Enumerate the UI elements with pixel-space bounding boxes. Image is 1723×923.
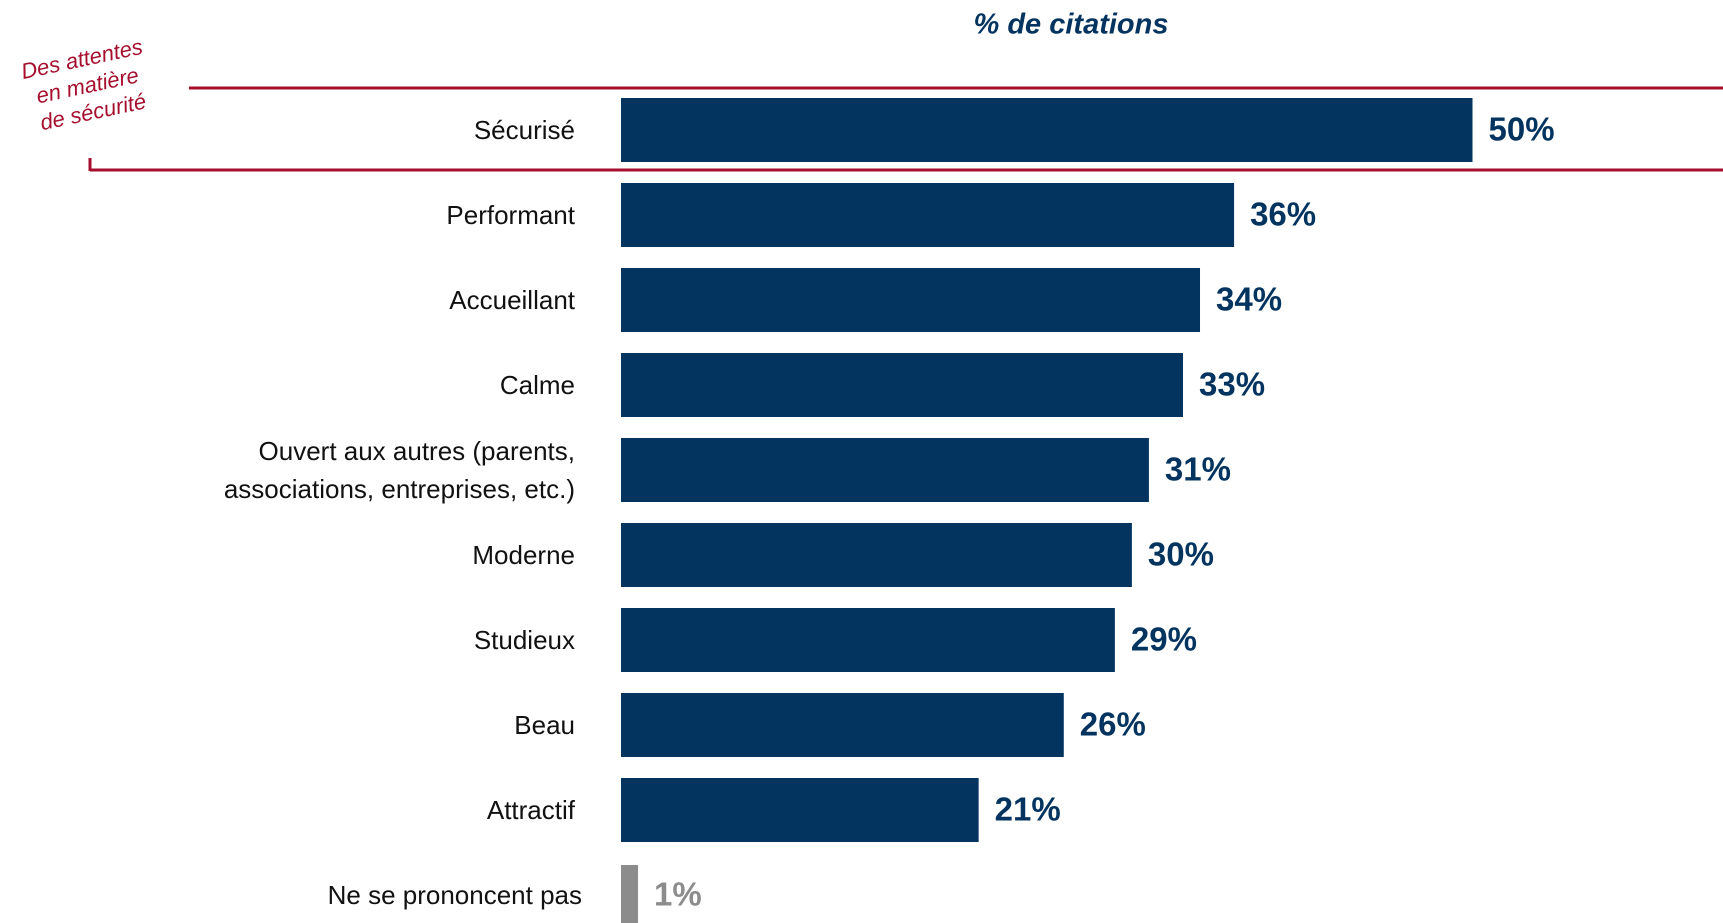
bar [621,693,1064,757]
value-label: 21% [995,791,1061,828]
category-label: Attractif [486,795,575,825]
chart-title: % de citations [974,9,1169,41]
value-label: 29% [1131,621,1197,658]
category-label: Sécurisé [473,115,575,145]
value-label: 33% [1199,366,1265,403]
category-label: Studieux [473,625,575,655]
bar [621,608,1115,672]
category-label: Moderne [472,540,575,570]
value-label: 30% [1148,536,1214,573]
bar [621,268,1201,332]
bar [621,865,639,923]
category-label: Accueillant [449,285,575,315]
category-label: Beau [514,710,575,740]
category-label: Performant [446,200,575,230]
category-label: Calme [499,370,575,400]
bar [621,98,1473,162]
value-label: 34% [1216,281,1282,318]
bar [621,523,1132,587]
category-label: Ouvert aux autres (parents, associations… [223,436,575,504]
value-label: 1% [654,876,702,913]
category-label: Ne se prononcent pas [327,880,582,910]
bar [621,353,1183,417]
bar [621,183,1235,247]
value-label: 50% [1489,111,1555,148]
value-label: 36% [1250,196,1316,233]
value-label: 31% [1165,451,1231,488]
value-label: 26% [1080,706,1146,743]
bar [621,438,1149,502]
bar [621,778,979,842]
